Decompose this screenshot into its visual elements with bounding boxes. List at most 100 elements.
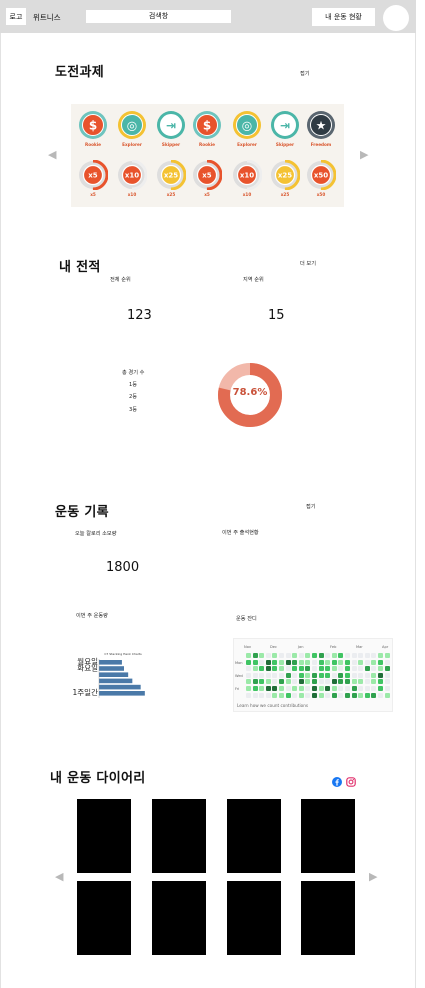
chevron-left-icon[interactable]: ◀: [48, 148, 57, 161]
diary-tile[interactable]: [77, 799, 131, 873]
contrib-cell: [351, 692, 357, 698]
contrib-cell: [345, 692, 350, 698]
contrib-cell: [265, 672, 271, 678]
contrib-cell: [246, 672, 251, 678]
contrib-cell: [292, 692, 298, 698]
contrib-cell: [298, 692, 304, 698]
contrib-cell: [252, 672, 258, 678]
contrib-cell: [272, 659, 278, 665]
contrib-cell: [345, 653, 350, 658]
contrib-cell: [384, 679, 390, 685]
contrib-cell: [298, 686, 304, 691]
contrib-cell: [265, 686, 271, 691]
badge-label: Freedom: [310, 142, 332, 147]
contrib-cell: [318, 686, 324, 691]
contrib-cell: [259, 686, 265, 691]
contrib-cell: [351, 679, 357, 685]
count-badge-label: x25: [166, 192, 176, 197]
contrib-cell: [384, 659, 390, 665]
search-input[interactable]: 검색창: [86, 10, 231, 23]
contrib-cell: [298, 672, 304, 678]
contrib-cell: [331, 686, 337, 691]
contrib-cell: [279, 672, 284, 678]
contrib-cell: [371, 653, 377, 658]
contrib-cell: [298, 679, 304, 685]
calories-label: 오늘 칼로리 소모량: [75, 531, 117, 537]
logo-button[interactable]: 로고: [6, 8, 26, 25]
avatar[interactable]: [383, 5, 409, 31]
contrib-cell: [318, 672, 324, 678]
contrib-cell: [279, 666, 284, 672]
count-badge[interactable]: x25 x25: [270, 160, 300, 198]
contrib-month-label: Feb: [330, 645, 337, 649]
count-badge[interactable]: x5 x5: [192, 160, 222, 198]
diary-tile[interactable]: [152, 881, 206, 955]
facebook-icon[interactable]: [332, 772, 342, 787]
count-badge[interactable]: x5 x5: [78, 160, 108, 198]
svg-text:★: ★: [316, 119, 327, 133]
count-badge[interactable]: x10 x10: [232, 160, 262, 198]
contrib-cell: [325, 653, 331, 658]
contrib-footer-link[interactable]: Learn how we count contributions: [237, 703, 309, 708]
svg-text:x25: x25: [164, 172, 178, 180]
contrib-cell: [325, 659, 331, 665]
contrib-cell: [325, 692, 331, 698]
count-badge-label: x10: [127, 192, 137, 197]
contrib-cell: [272, 653, 278, 658]
my-exercise-status-button[interactable]: 내 운동 현황: [312, 8, 375, 26]
contrib-cell: [305, 666, 311, 672]
contrib-cell: [384, 653, 390, 658]
diary-chevron-right-icon[interactable]: ▶: [369, 870, 378, 883]
badge-explorer[interactable]: ◎ Explorer: [117, 110, 147, 148]
contrib-cell: [325, 686, 331, 691]
contrib-cell: [285, 672, 291, 678]
svg-text:◎: ◎: [127, 119, 137, 133]
contrib-cell: [312, 672, 317, 678]
record-more-button[interactable]: 더 보기: [300, 261, 316, 267]
contrib-cell: [292, 659, 298, 665]
contrib-cell: [345, 659, 350, 665]
count-badge[interactable]: x25 x25: [156, 160, 186, 198]
badge-freedom[interactable]: ★ Freedom: [306, 110, 336, 148]
count-badge[interactable]: x10 x10: [117, 160, 147, 198]
badge-skipper[interactable]: ⇥ Skipper: [270, 110, 300, 148]
contrib-cell: [384, 672, 390, 678]
brand-name[interactable]: 위트니스: [33, 13, 61, 22]
diary-tile[interactable]: [152, 799, 206, 873]
badge-label: Explorer: [237, 142, 257, 147]
badge-rookie[interactable]: $ Rookie: [192, 110, 222, 148]
contrib-cell: [331, 679, 337, 685]
contrib-cell: [305, 659, 311, 665]
badge-rookie[interactable]: $ Rookie: [78, 110, 108, 148]
contrib-cell: [305, 692, 311, 698]
contrib-cell: [325, 679, 331, 685]
svg-text:$: $: [203, 119, 211, 133]
contrib-cell: [371, 686, 377, 691]
contrib-cell: [338, 666, 344, 672]
count-badge[interactable]: x50 x50: [306, 160, 336, 198]
contrib-cell: [246, 686, 251, 691]
bar: [99, 678, 133, 684]
diary-tile[interactable]: [301, 799, 355, 873]
contrib-cell: [279, 659, 284, 665]
contrib-cell: [246, 692, 251, 698]
contrib-cell: [312, 653, 317, 658]
contrib-cell: [364, 672, 370, 678]
diary-tile[interactable]: [227, 799, 281, 873]
contrib-cell: [246, 653, 251, 658]
challenges-collapse-button[interactable]: 접기: [300, 71, 310, 77]
page-frame: [0, 33, 416, 988]
diary-tile[interactable]: [301, 881, 355, 955]
badge-explorer[interactable]: ◎ Explorer: [232, 110, 262, 148]
exercise-collapse-button[interactable]: 접기: [306, 504, 316, 510]
badge-label: Explorer: [122, 142, 142, 147]
badge-skipper[interactable]: ⇥ Skipper: [156, 110, 186, 148]
diary-tile[interactable]: [77, 881, 131, 955]
diary-chevron-left-icon[interactable]: ◀: [55, 870, 64, 883]
contrib-day-label: Mon: [235, 661, 243, 665]
contrib-cell: [272, 692, 278, 698]
diary-tile[interactable]: [227, 881, 281, 955]
contrib-cell: [312, 686, 317, 691]
instagram-icon[interactable]: [346, 772, 356, 787]
chevron-right-icon[interactable]: ▶: [360, 148, 369, 161]
